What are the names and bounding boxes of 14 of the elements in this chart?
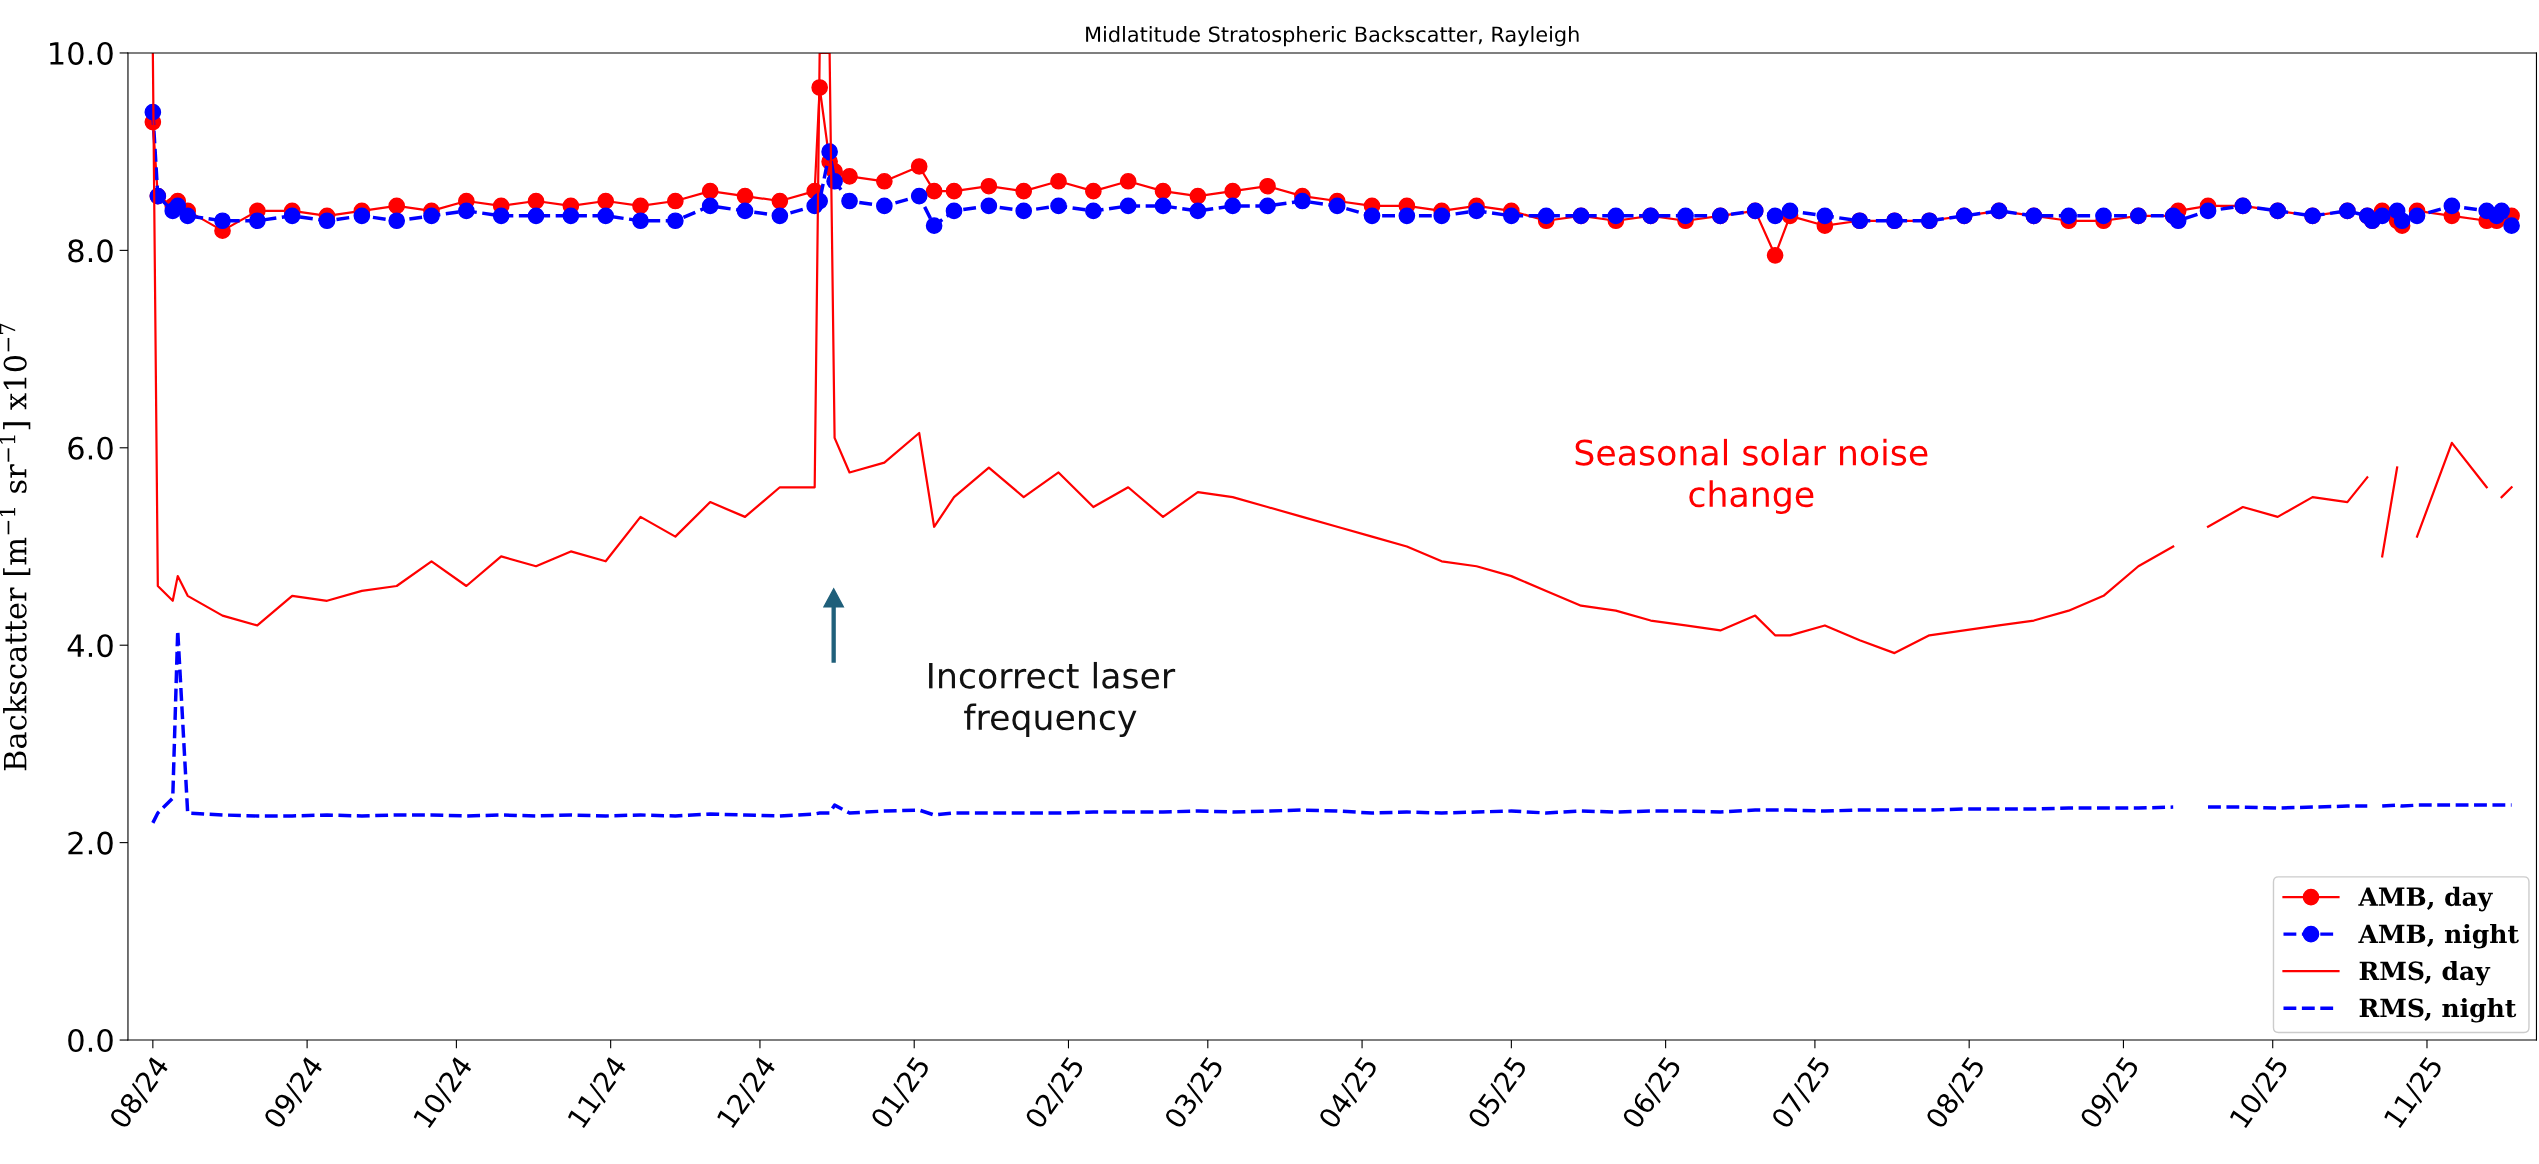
- chart-title: Midlatitude Stratospheric Backscatter, Rayleigh: [1086, 26, 1579, 47]
- y-tick-label: 10.0: [50, 41, 113, 66]
- legend-label: RMS, day: [2359, 960, 2491, 986]
- y-tick-label: 4.0: [67, 634, 113, 658]
- y-tick-label: 0.0: [68, 1028, 113, 1053]
- annotation: Incorrect laser frequency: [929, 661, 1176, 738]
- legend-label: AMB, night: [2358, 923, 2519, 949]
- y-tick-label: 2.0: [68, 831, 113, 855]
- legend-label: AMB, day: [2358, 886, 2493, 912]
- y-tick-label: 8.0: [68, 239, 113, 263]
- annotation: Seasonal solar noise change: [1575, 438, 1928, 514]
- y-tick-label: 6.0: [68, 436, 113, 460]
- legend-label: RMS, night: [2359, 997, 2517, 1023]
- y-axis-title: Backscatter [m$^{−1}$ sr$^{−1}$] x10$^{−7}$: [0, 323, 31, 771]
